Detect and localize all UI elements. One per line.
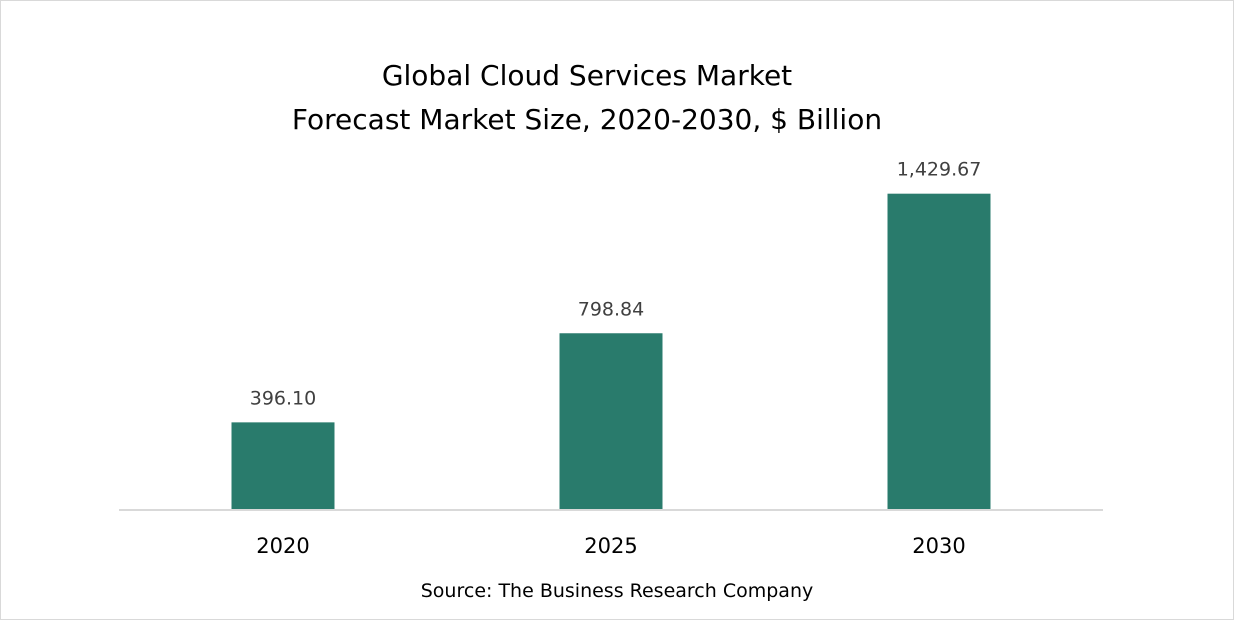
source-note: Source: The Business Research Company xyxy=(421,580,813,602)
value-labels-group: 396.10 798.84 1,429.67 xyxy=(250,159,982,410)
bars-group xyxy=(231,193,991,510)
value-label-2025: 798.84 xyxy=(578,298,644,320)
value-label-2030: 1,429.67 xyxy=(897,159,982,181)
x-tick-label-2030: 2030 xyxy=(912,534,965,558)
x-tick-label-2025: 2025 xyxy=(584,534,637,558)
bar-2030 xyxy=(887,193,991,510)
x-tick-label-2020: 2020 xyxy=(256,534,309,558)
chart-title: Global Cloud Services Market xyxy=(382,59,792,92)
bar-2025 xyxy=(559,333,663,510)
value-label-2020: 396.10 xyxy=(250,387,316,409)
bar-2020 xyxy=(231,422,335,510)
x-tick-labels-group: 2020 2025 2030 xyxy=(256,534,965,558)
chart-subtitle: Forecast Market Size, 2020-2030, $ Billi… xyxy=(292,103,882,136)
